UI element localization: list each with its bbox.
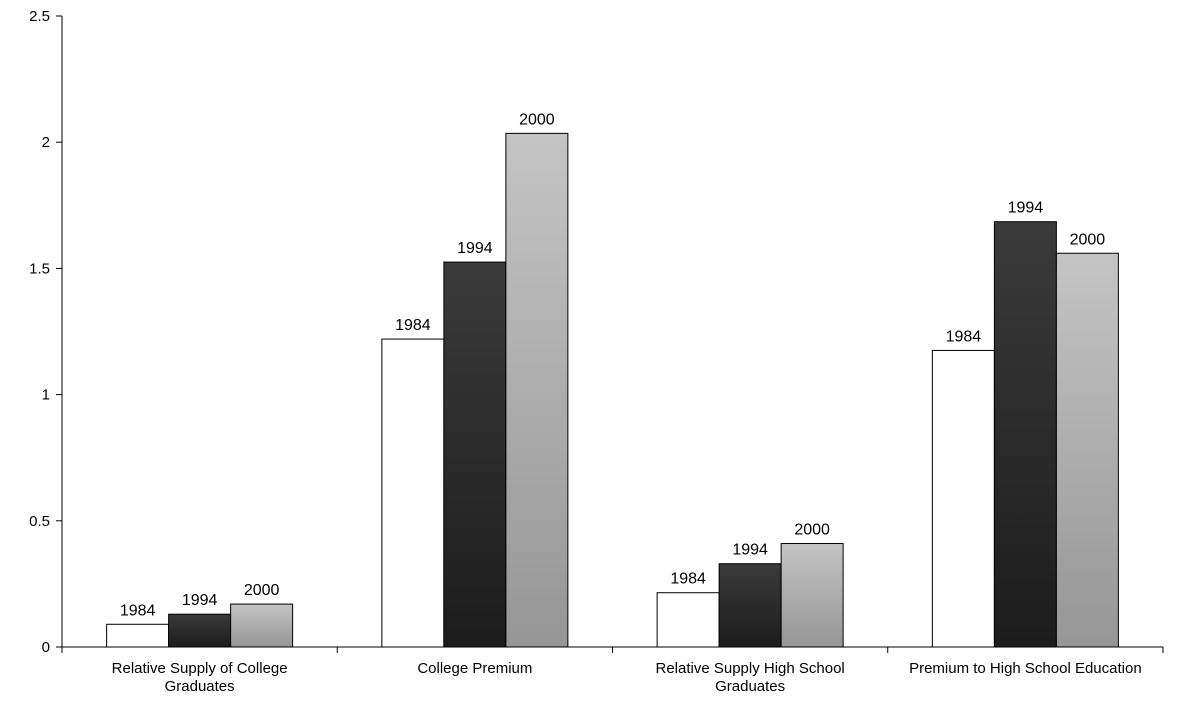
bar-1994 bbox=[993, 221, 1057, 648]
bar-2000 bbox=[505, 132, 569, 648]
bar-data-label: 2000 bbox=[794, 522, 830, 539]
bar-data-label: 1994 bbox=[732, 542, 768, 559]
bar-data-label: 1984 bbox=[946, 328, 982, 345]
bar-data-label: 1984 bbox=[120, 602, 156, 619]
y-tick-label: 2.5 bbox=[29, 8, 50, 25]
x-category-label: Graduates bbox=[165, 678, 235, 695]
y-tick-label: 1.5 bbox=[29, 260, 50, 277]
bar-2000 bbox=[780, 543, 844, 648]
bar-data-label: 1994 bbox=[457, 240, 493, 257]
bar-1994 bbox=[168, 613, 232, 648]
x-category-label: Relative Supply of College bbox=[112, 660, 288, 677]
y-tick-label: 0 bbox=[42, 639, 50, 656]
bar-2000 bbox=[230, 603, 294, 648]
x-category-label: Premium to High School Education bbox=[909, 660, 1142, 677]
bar-data-label: 1994 bbox=[1008, 200, 1044, 217]
bar-data-label: 2000 bbox=[244, 582, 280, 599]
bar-1994 bbox=[718, 563, 782, 648]
bar-1984 bbox=[931, 349, 995, 648]
x-axis: Relative Supply of CollegeGraduatesColle… bbox=[61, 646, 1164, 695]
x-category-label: Graduates bbox=[715, 678, 785, 695]
bar-1984 bbox=[106, 623, 170, 648]
y-tick-label: 0.5 bbox=[29, 513, 50, 530]
bar-data-label: 2000 bbox=[519, 111, 555, 128]
bar-data-label: 1994 bbox=[182, 592, 218, 609]
bar-data-label: 1984 bbox=[670, 571, 706, 588]
y-tick-label: 1 bbox=[42, 387, 50, 404]
y-tick-label: 2 bbox=[42, 134, 50, 151]
y-axis: 0 0.5 1 1.5 2 2.5 bbox=[29, 8, 63, 656]
bar-data-label: 1984 bbox=[395, 317, 431, 334]
bar-series-group bbox=[106, 132, 1119, 648]
data-label-group: 1984 1994 2000 1984 1994 2000 1984 1994 2000 1984… bbox=[120, 111, 1105, 619]
bar-1984 bbox=[656, 592, 720, 648]
x-category-label: Relative Supply High School bbox=[655, 660, 844, 677]
x-category-label: College Premium bbox=[417, 660, 532, 677]
bar-1984 bbox=[381, 338, 445, 648]
bar-2000 bbox=[1055, 252, 1119, 648]
bar-1994 bbox=[443, 261, 507, 648]
bar-data-label: 2000 bbox=[1070, 231, 1106, 248]
